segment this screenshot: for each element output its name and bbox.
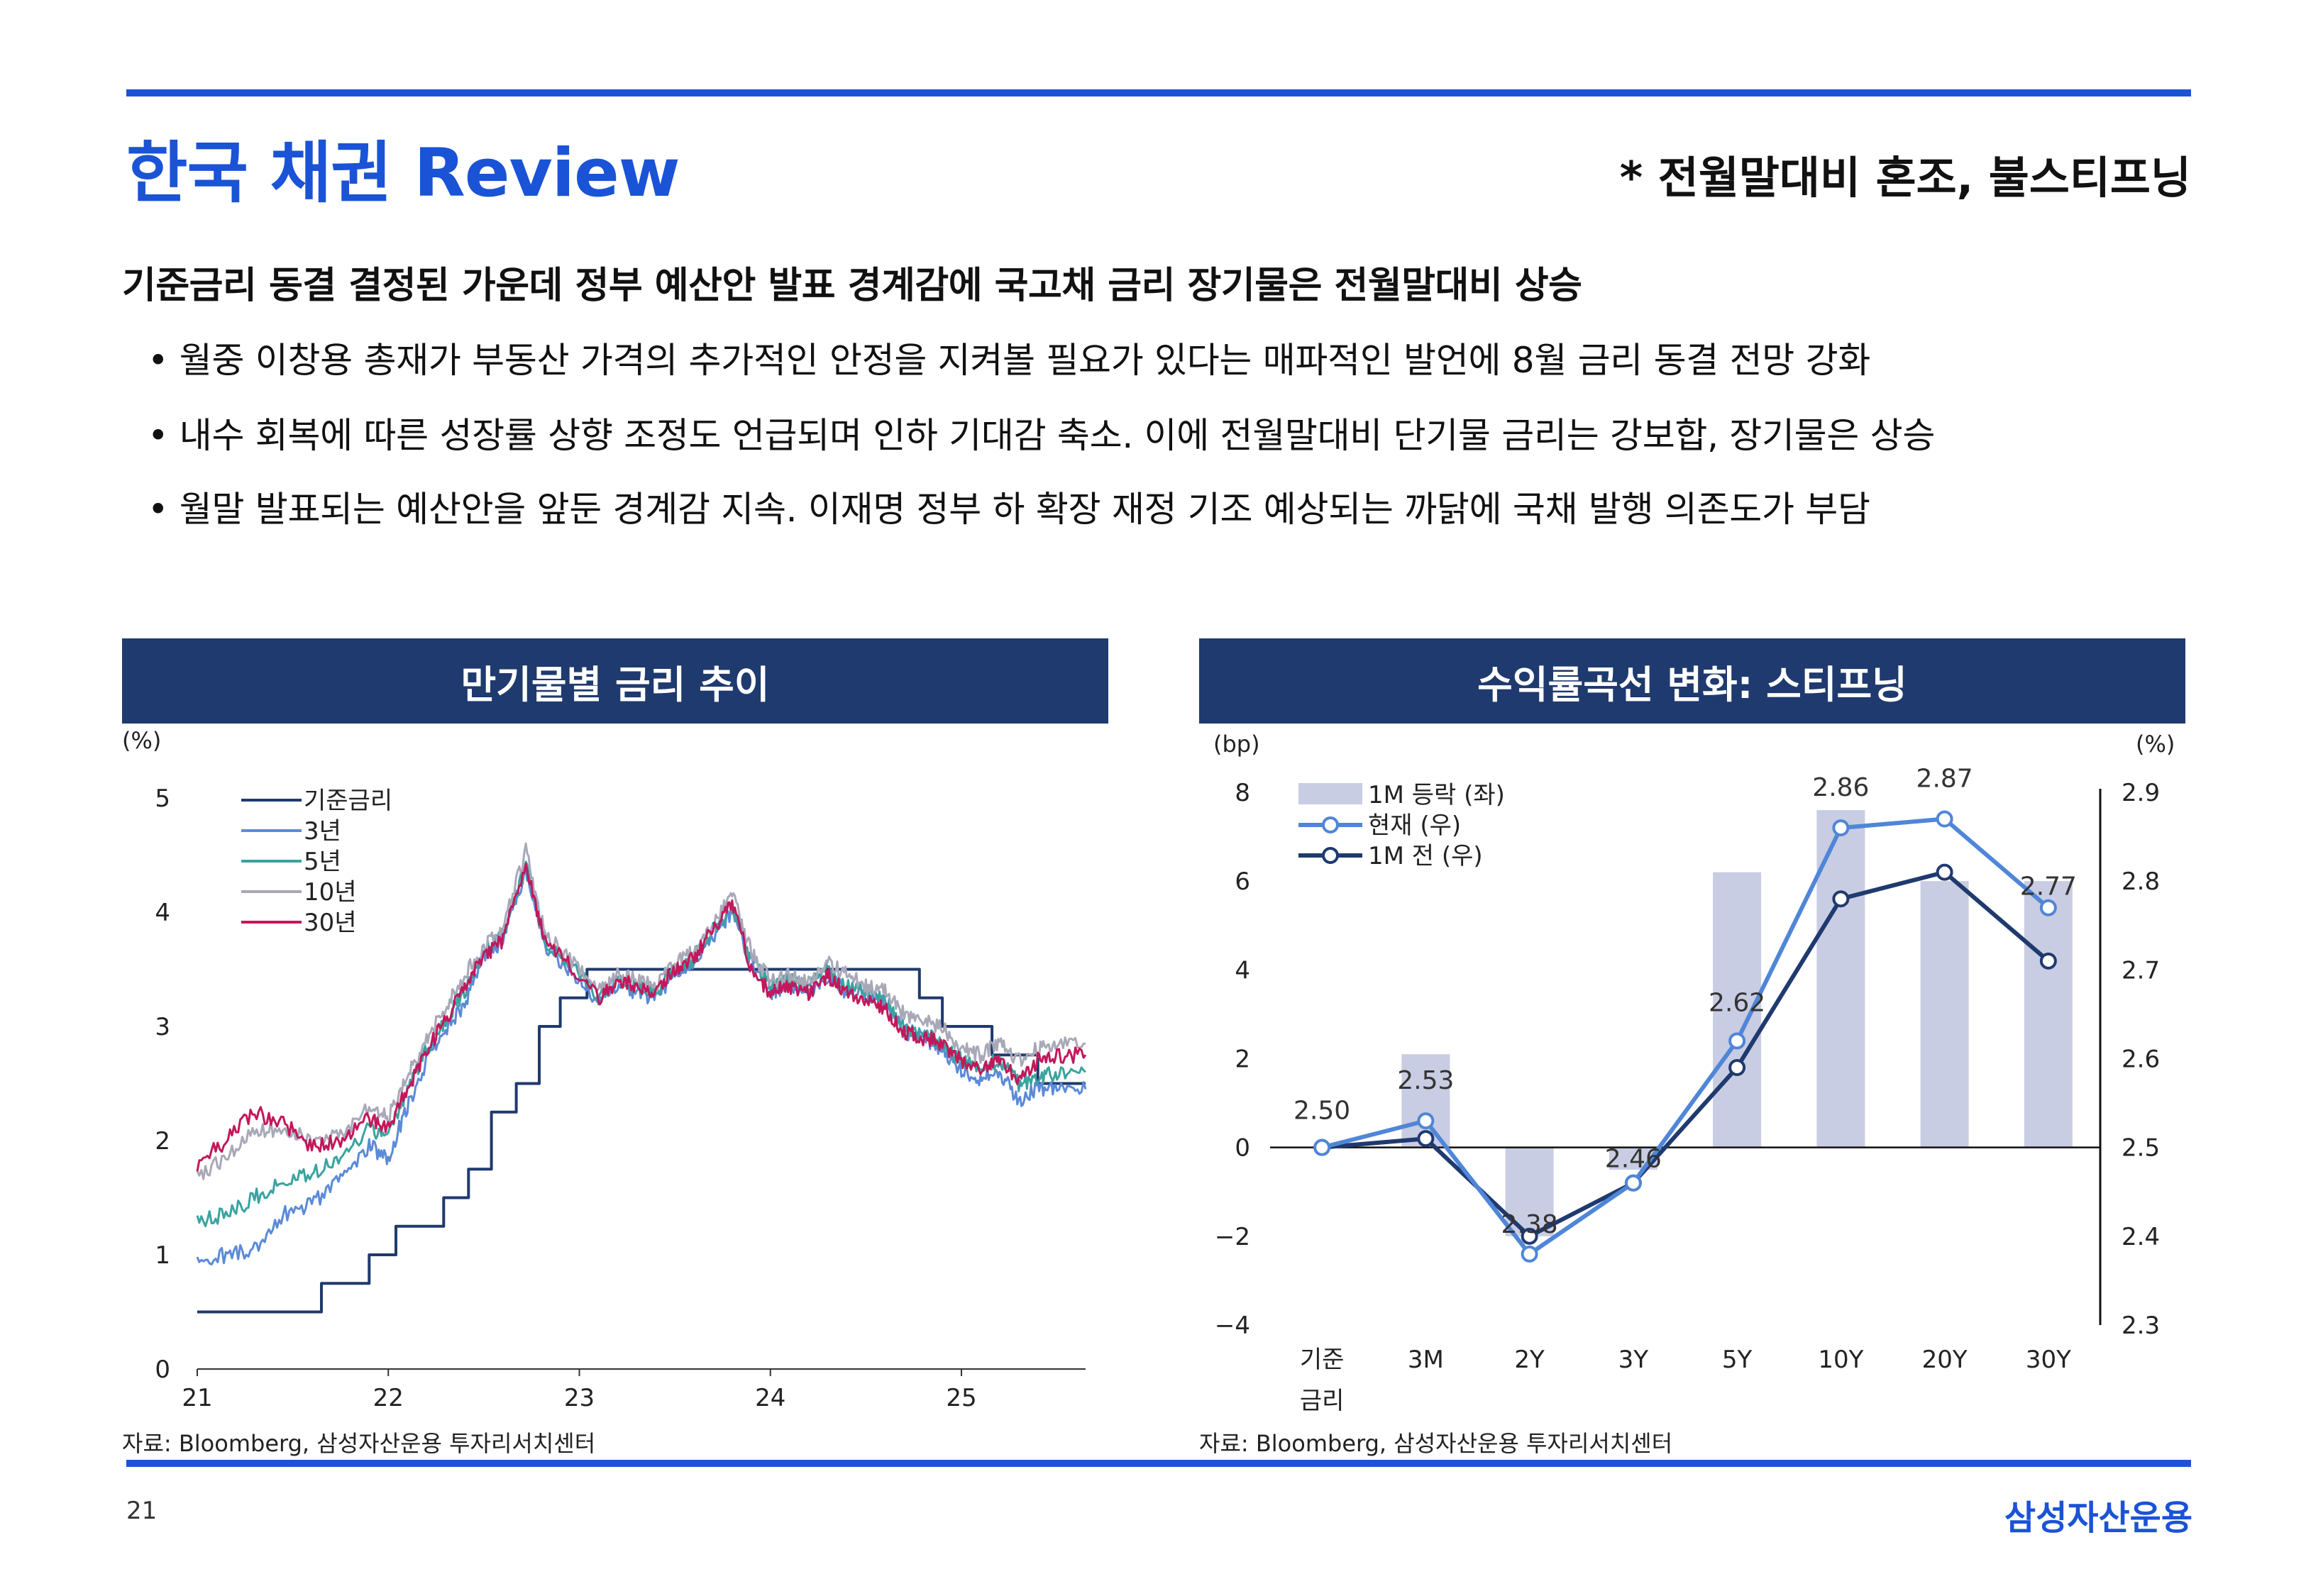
right-right-tick: 2.7 xyxy=(2122,956,2160,985)
right-right-unit: (%) xyxy=(2136,731,2175,758)
curve-point-1 xyxy=(1313,1138,1331,1156)
page-number: 21 xyxy=(126,1497,158,1525)
bullet-1: • 월중 이창용 총재가 부동산 가격의 추가적인 안정을 지켜볼 필요가 있다… xyxy=(148,340,1870,381)
right-right-tick: 2.8 xyxy=(2122,868,2160,896)
right-chart-bars xyxy=(1298,810,2073,1236)
legend-label: 현재 (우) xyxy=(1368,811,1461,840)
curve-point-2 xyxy=(1936,863,1953,881)
left-y-tick: 5 xyxy=(155,785,170,813)
bottom-rule xyxy=(126,1460,2191,1467)
left-y-tick: 1 xyxy=(155,1241,170,1270)
top-rule xyxy=(126,89,2191,96)
bullet-2: • 내수 회복에 따른 성장률 상향 조정도 언급되며 인하 기대감 축소. 이… xyxy=(148,415,1936,456)
curve-point-2 xyxy=(2039,952,2057,970)
left-x-tick: 23 xyxy=(564,1384,595,1412)
legend-marker-current xyxy=(1322,816,1339,833)
right-right-tick: 2.9 xyxy=(2122,779,2160,807)
page-title: 한국 채권 Review xyxy=(126,135,680,212)
right-x-tick: 20Y xyxy=(1922,1346,1968,1374)
legend-label: 30년 xyxy=(304,909,357,937)
headline: 기준금리 동결 결정된 가운데 정부 예산안 발표 경계감에 국고채 금리 장기… xyxy=(122,265,1582,307)
bar-6 xyxy=(1816,810,1865,1148)
curve-point-1 xyxy=(1521,1245,1538,1263)
data-label: 2.62 xyxy=(1709,988,1765,1017)
legend-marker-prior xyxy=(1322,847,1339,864)
left-x-tick: 24 xyxy=(755,1384,785,1412)
page-subtitle: * 전월말대비 혼조, 불스티프닝 xyxy=(1619,152,2191,204)
data-label: 2.87 xyxy=(1916,765,1973,794)
left-panel-title: 만기물별 금리 추이 xyxy=(122,638,1108,724)
right-x-tick: 2Y xyxy=(1514,1346,1545,1374)
curve-point-1 xyxy=(2039,899,2057,916)
left-x-tick: 25 xyxy=(946,1384,976,1412)
right-right-tick: 2.5 xyxy=(2122,1134,2160,1163)
curve-line-2 xyxy=(1321,870,2050,1238)
left-y-tick: 3 xyxy=(155,1013,170,1041)
left-y-unit: (%) xyxy=(122,731,161,754)
legend-label: 기준금리 xyxy=(304,787,392,815)
bar-8 xyxy=(2024,881,2073,1148)
curve-point-1 xyxy=(1417,1112,1435,1130)
right-left-tick: 6 xyxy=(1235,868,1250,896)
bar-7 xyxy=(1920,881,1969,1148)
right-left-tick: 0 xyxy=(1235,1134,1250,1163)
data-label: 2.38 xyxy=(1501,1210,1558,1239)
data-label: 2.77 xyxy=(2020,872,2077,902)
bullet-3: • 월말 발표되는 예산안을 앞둔 경계감 지속. 이재명 정부 하 확장 재정… xyxy=(148,489,1870,530)
series-line-1 xyxy=(197,968,1086,1314)
data-label: 2.46 xyxy=(1605,1145,1662,1174)
series-line-5 xyxy=(196,863,1087,1172)
right-left-unit: (bp) xyxy=(1213,731,1260,758)
right-left-tick: 2 xyxy=(1235,1046,1250,1074)
right-x-tick: 5Y xyxy=(1722,1346,1753,1374)
left-y-tick: 4 xyxy=(155,899,170,927)
curve-line-1 xyxy=(1321,816,2050,1256)
right-x-tick: 기준 금리 xyxy=(1300,1346,1345,1415)
legend-label: 5년 xyxy=(304,848,341,876)
right-right-tick: 2.6 xyxy=(2122,1046,2160,1074)
right-right-tick: 2.4 xyxy=(2122,1223,2160,1251)
right-x-tick: 3Y xyxy=(1618,1346,1649,1374)
data-label: 2.50 xyxy=(1293,1097,1350,1126)
curve-point-1 xyxy=(1728,1032,1746,1050)
left-chart-series xyxy=(196,842,1087,1314)
curve-point-2 xyxy=(1728,1059,1746,1077)
legend-label: 1M 등락 (좌) xyxy=(1368,781,1505,809)
data-label: 2.86 xyxy=(1812,773,1869,802)
curve-point-2 xyxy=(1832,890,1850,908)
curve-point-2 xyxy=(1417,1130,1435,1148)
data-label: 2.53 xyxy=(1397,1066,1454,1095)
right-x-tick: 10Y xyxy=(1818,1346,1863,1374)
right-x-tick: 30Y xyxy=(2026,1346,2071,1374)
right-right-tick: 2.3 xyxy=(2122,1312,2160,1340)
curve-point-2 xyxy=(1521,1227,1538,1245)
legend-label: 1M 전 (우) xyxy=(1368,842,1483,870)
right-panel-title: 수익률곡선 변화: 스티프닝 xyxy=(1199,638,2185,724)
left-y-tick: 2 xyxy=(155,1127,170,1156)
right-left-tick: 8 xyxy=(1235,779,1250,807)
left-source: 자료: Bloomberg, 삼성자산운용 투자리서치센터 xyxy=(122,1430,596,1457)
curve-point-1 xyxy=(1624,1174,1642,1192)
brand-logo-text: 삼성자산운용 xyxy=(2004,1498,2192,1538)
left-y-tick: 0 xyxy=(155,1356,170,1384)
right-x-tick: 3M xyxy=(1408,1346,1444,1374)
legend-label: 10년 xyxy=(304,878,357,907)
legend-bar-swatch xyxy=(1298,783,1362,804)
left-x-tick: 21 xyxy=(182,1384,212,1412)
yield-curve-chart: (bp) (%) 8 6 4 2 0 −2 −4 2.9 2.8 2.7 2.6 2.5 2.4 2.3 기준 금… xyxy=(1213,731,2175,1415)
right-left-tick: −2 xyxy=(1215,1223,1250,1251)
curve-point-1 xyxy=(1936,810,1953,828)
legend-label: 3년 xyxy=(304,817,341,846)
curve-point-1 xyxy=(1832,819,1850,837)
right-chart-axes: (bp) (%) 8 6 4 2 0 −2 −4 2.9 2.8 2.7 2.6 2.5 2.4 2.3 기준 금… xyxy=(1213,731,2175,1415)
right-left-tick: 4 xyxy=(1235,956,1250,985)
left-x-tick: 22 xyxy=(373,1384,404,1412)
right-chart-lines: 2.50 2.53 2.38 2.46 2.62 2.86 2.87 2.77 xyxy=(1293,765,2077,1263)
right-source: 자료: Bloomberg, 삼성자산운용 투자리서치센터 xyxy=(1199,1430,1673,1457)
right-left-tick: −4 xyxy=(1215,1312,1250,1340)
right-chart-legend: 1M 등락 (좌)현재 (우)1M 전 (우) xyxy=(1298,781,1505,870)
